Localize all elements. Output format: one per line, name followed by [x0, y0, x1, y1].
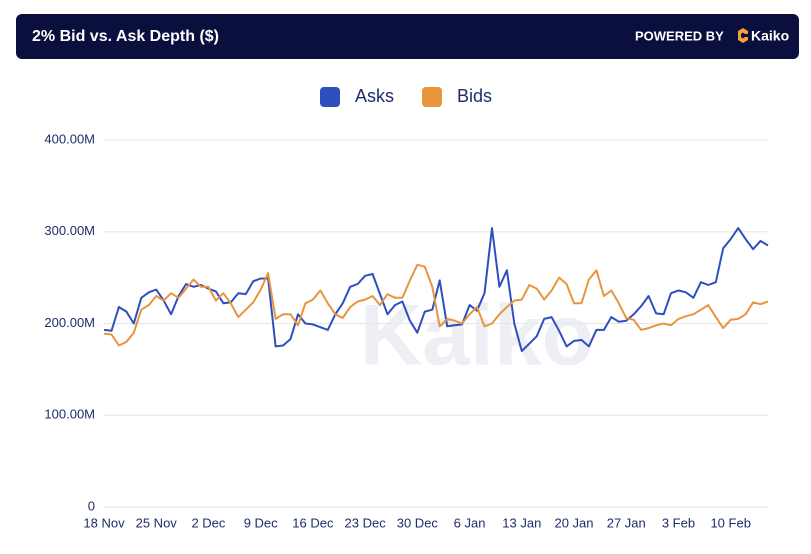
series-line: [103, 263, 769, 347]
y-tick-label: 100.00M: [44, 407, 95, 422]
y-tick-label: 300.00M: [44, 223, 95, 238]
legend-label: Asks: [355, 86, 394, 106]
x-tick-label: 20 Jan: [554, 515, 593, 530]
y-tick-label: 400.00M: [44, 131, 95, 146]
legend-label: Bids: [457, 86, 492, 106]
x-tick-label: 16 Dec: [292, 515, 334, 530]
x-tick-label: 18 Nov: [83, 515, 125, 530]
powered-by: POWERED BY: [635, 28, 724, 43]
chart-title: 2% Bid vs. Ask Depth ($): [32, 28, 219, 45]
x-tick-label: 23 Dec: [345, 515, 387, 530]
watermark: Kaiko: [360, 288, 594, 384]
x-tick-label: 25 Nov: [136, 515, 178, 530]
x-tick-label: 6 Jan: [454, 515, 486, 530]
x-tick-label: 13 Jan: [502, 515, 541, 530]
x-tick-label: 2 Dec: [191, 515, 225, 530]
x-tick-label: 9 Dec: [244, 515, 278, 530]
series-line: [103, 227, 769, 352]
brand-name: Kaiko: [751, 28, 789, 44]
x-tick-label: 30 Dec: [397, 515, 439, 530]
legend-swatch: [422, 87, 442, 107]
header-bar: [16, 14, 799, 59]
x-tick-label: 3 Feb: [662, 515, 695, 530]
brand-logo: [738, 28, 748, 43]
y-tick-label: 0: [88, 498, 95, 513]
x-tick-label: 27 Jan: [607, 515, 646, 530]
y-tick-label: 200.00M: [44, 315, 95, 330]
x-tick-label: 10 Feb: [710, 515, 750, 530]
legend-swatch: [320, 87, 340, 107]
